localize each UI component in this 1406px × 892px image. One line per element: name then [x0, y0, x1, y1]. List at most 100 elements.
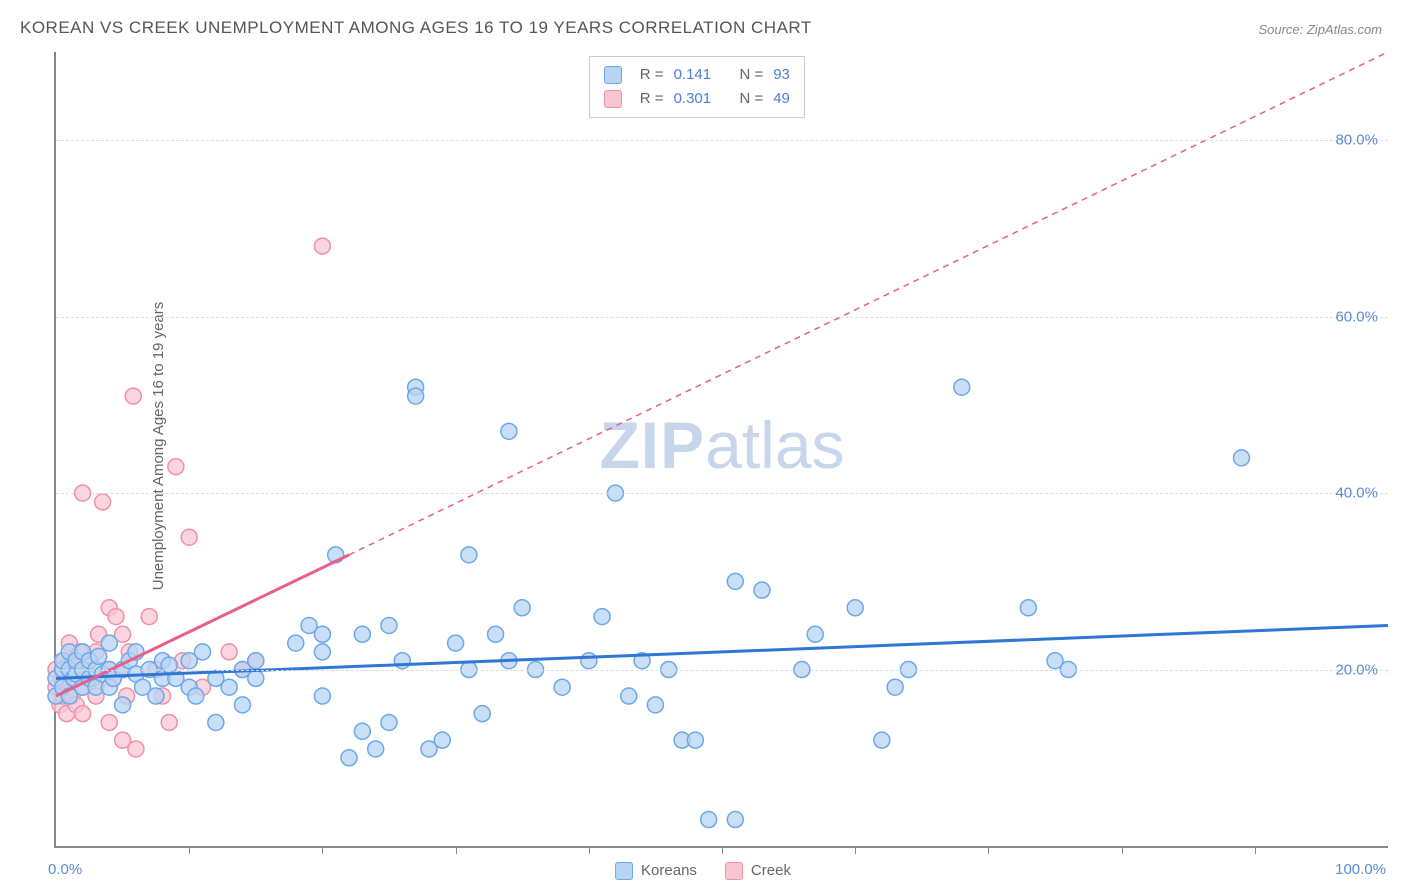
- scatter-point: [647, 697, 663, 713]
- scatter-point: [807, 626, 823, 642]
- scatter-point: [108, 609, 124, 625]
- scatter-point: [91, 648, 107, 664]
- scatter-point: [181, 529, 197, 545]
- x-tick: [722, 846, 723, 854]
- x-tick: [456, 846, 457, 854]
- scatter-point: [408, 388, 424, 404]
- scatter-point: [448, 635, 464, 651]
- scatter-point: [168, 459, 184, 475]
- series-legend: Koreans Creek: [615, 862, 791, 880]
- scatter-point: [195, 644, 211, 660]
- legend-n-koreans: 93: [773, 63, 790, 87]
- scatter-point: [1020, 600, 1036, 616]
- scatter-point: [474, 706, 490, 722]
- scatter-point: [701, 812, 717, 828]
- legend-r-creek: 0.301: [674, 87, 712, 111]
- scatter-point: [887, 679, 903, 695]
- y-tick-label: 20.0%: [1335, 661, 1378, 678]
- scatter-point: [221, 644, 237, 660]
- x-tick: [189, 846, 190, 854]
- gridline: [56, 140, 1388, 141]
- scatter-point: [354, 723, 370, 739]
- legend-label-koreans: Koreans: [641, 862, 697, 879]
- x-tick: [322, 846, 323, 854]
- legend-item-creek: Creek: [725, 862, 791, 880]
- x-origin-label: 0.0%: [48, 861, 82, 878]
- legend-item-koreans: Koreans: [615, 862, 697, 880]
- scatter-point: [141, 609, 157, 625]
- scatter-point: [314, 238, 330, 254]
- scatter-point: [128, 741, 144, 757]
- scatter-point: [581, 653, 597, 669]
- gridline: [56, 493, 1388, 494]
- x-tick: [988, 846, 989, 854]
- legend-swatch-koreans-bottom: [615, 862, 633, 880]
- scatter-point: [248, 670, 264, 686]
- scatter-point: [501, 423, 517, 439]
- scatter-point: [514, 600, 530, 616]
- x-max-label: 100.0%: [1335, 861, 1386, 878]
- scatter-point: [354, 626, 370, 642]
- scatter-point: [1233, 450, 1249, 466]
- scatter-point: [161, 714, 177, 730]
- legend-swatch-creek-bottom: [725, 862, 743, 880]
- legend-label-creek: Creek: [751, 862, 791, 879]
- y-tick-label: 80.0%: [1335, 132, 1378, 149]
- legend-n-creek: 49: [773, 87, 790, 111]
- legend-r-koreans: 0.141: [674, 63, 712, 87]
- legend-n-label: N =: [739, 87, 763, 111]
- scatter-point: [314, 688, 330, 704]
- x-tick: [1255, 846, 1256, 854]
- scatter-point: [248, 653, 264, 669]
- scatter-point: [727, 812, 743, 828]
- scatter-point: [954, 379, 970, 395]
- scatter-point: [341, 750, 357, 766]
- scatter-point: [621, 688, 637, 704]
- gridline: [56, 670, 1388, 671]
- plot-svg: [56, 52, 1388, 846]
- trend-line-creek-dashed: [349, 52, 1388, 555]
- source-label: Source: ZipAtlas.com: [1258, 22, 1382, 37]
- scatter-point: [221, 679, 237, 695]
- scatter-point: [368, 741, 384, 757]
- scatter-point: [594, 609, 610, 625]
- scatter-point: [847, 600, 863, 616]
- x-tick: [855, 846, 856, 854]
- y-tick-label: 60.0%: [1335, 308, 1378, 325]
- scatter-point: [381, 714, 397, 730]
- legend-swatch-koreans: [604, 66, 622, 84]
- scatter-point: [461, 547, 477, 563]
- legend-n-label: N =: [739, 63, 763, 87]
- correlation-legend: R = 0.141 N = 93 R = 0.301 N = 49: [589, 56, 805, 118]
- scatter-point: [314, 626, 330, 642]
- legend-r-label: R =: [640, 87, 664, 111]
- scatter-point: [488, 626, 504, 642]
- legend-row-koreans: R = 0.141 N = 93: [604, 63, 790, 87]
- chart-title: KOREAN VS CREEK UNEMPLOYMENT AMONG AGES …: [20, 18, 812, 38]
- legend-swatch-creek: [604, 90, 622, 108]
- legend-row-creek: R = 0.301 N = 49: [604, 87, 790, 111]
- scatter-point: [727, 573, 743, 589]
- plot-area: ZIPatlas R = 0.141 N = 93 R = 0.301 N = …: [54, 52, 1388, 848]
- scatter-point: [314, 644, 330, 660]
- scatter-point: [95, 494, 111, 510]
- scatter-point: [234, 697, 250, 713]
- scatter-point: [554, 679, 570, 695]
- scatter-point: [115, 697, 131, 713]
- scatter-point: [754, 582, 770, 598]
- scatter-point: [148, 688, 164, 704]
- scatter-point: [75, 706, 91, 722]
- x-tick: [589, 846, 590, 854]
- gridline: [56, 317, 1388, 318]
- scatter-point: [208, 714, 224, 730]
- scatter-point: [188, 688, 204, 704]
- scatter-point: [125, 388, 141, 404]
- scatter-point: [687, 732, 703, 748]
- scatter-point: [381, 617, 397, 633]
- scatter-point: [434, 732, 450, 748]
- scatter-point: [101, 714, 117, 730]
- scatter-point: [288, 635, 304, 651]
- y-tick-label: 40.0%: [1335, 485, 1378, 502]
- scatter-point: [101, 635, 117, 651]
- x-tick: [1122, 846, 1123, 854]
